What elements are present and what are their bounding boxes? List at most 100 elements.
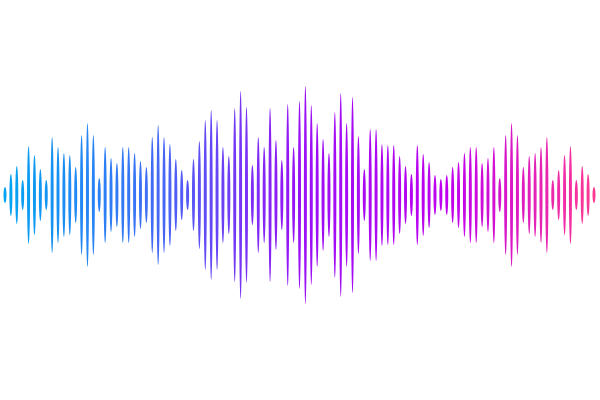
waveform-bar [233,108,237,282]
waveform-bar [239,91,243,299]
waveform-bar [409,174,413,216]
waveform-bar [62,153,66,237]
waveform-bar [186,180,190,210]
waveform-bar [109,158,113,232]
waveform-bar [250,165,254,225]
waveform-bar [50,137,54,253]
waveform-bars [3,86,596,304]
waveform-bar [480,163,484,227]
waveform-bar [21,180,25,210]
waveform-bar [492,147,496,243]
waveform-bar [527,156,531,234]
waveform-bar [321,139,325,251]
waveform-bar [309,105,313,285]
waveform-bar [327,153,331,237]
waveform-bar [174,159,178,231]
waveform-bar [539,147,543,243]
waveform-bar [457,162,461,228]
waveform-bar [74,167,78,223]
waveform-bar [115,163,119,227]
waveform-bar [227,156,231,234]
waveform-bar [551,180,555,210]
waveform-bar [221,147,225,243]
waveform-bar [421,154,425,236]
waveform-bar [156,125,160,265]
waveform-bar [474,147,478,243]
waveform-bar [191,159,195,231]
waveform-bar [9,174,13,216]
waveform-bar [292,147,296,243]
waveform-bar [445,175,449,215]
waveform-bar [15,166,19,224]
waveform-bar [510,123,514,267]
waveform-bar [298,101,301,289]
waveform-bar [262,147,266,243]
waveform-bar [339,93,343,297]
waveform-bar [368,129,372,261]
waveform-bar [68,155,72,235]
waveform-bar [280,160,284,230]
waveform-bar [533,153,537,237]
waveform-bar [121,147,125,243]
waveform-bar [362,169,366,221]
waveform-bar [374,129,378,261]
waveform-bar [209,110,213,280]
waveform-bar [44,180,48,210]
waveform-bar [80,135,84,255]
waveform-bar [404,166,408,224]
waveform-bar [468,147,472,243]
waveform-bar [162,137,166,253]
waveform-bar [439,179,443,211]
waveform-bar [557,170,561,220]
waveform-bar [580,166,584,224]
waveform-bar [256,137,260,253]
waveform-bar [127,147,131,243]
waveform-bar [274,140,278,250]
waveform-bar [586,174,590,216]
waveform-bar [380,144,384,246]
waveform-bar [91,135,95,255]
waveform-bar [180,170,184,220]
waveform-bar [315,123,319,267]
waveform-bar [574,180,578,210]
waveform-bar [197,141,201,249]
waveform-bar [3,187,7,203]
waveform-bar [56,147,60,243]
waveform-bar [433,175,437,215]
waveform-bar [27,146,31,244]
waveform-bar [85,123,89,267]
waveform-bar [515,135,519,255]
waveform-bar [486,158,490,232]
waveform-bar [144,167,148,223]
waveform-bar [462,153,466,237]
waveform-bar [150,137,154,253]
waveform-bar [521,167,525,223]
waveform-bar [568,146,572,244]
waveform-bar [545,137,549,253]
waveform-bar [504,135,508,255]
waveform-bar [398,156,402,234]
waveform-bar [203,120,207,270]
waveform-bar [97,178,101,212]
waveform-bar [351,97,355,293]
waveform-bar [345,123,349,267]
waveform-bar [451,167,455,223]
waveform-bar [303,86,307,304]
waveform-bar [427,162,431,228]
waveform-bar [32,155,36,235]
waveform-bar [103,147,107,243]
waveform-bar [38,169,42,221]
waveform-bar [592,187,596,203]
waveform-bar [268,108,272,282]
waveform-bar [356,136,360,254]
waveform-bar [286,104,290,286]
waveform-bar [244,107,248,283]
waveform-bar [168,144,172,246]
waveform-bar [563,155,567,235]
waveform-bar [133,153,137,237]
waveform-bar [386,145,390,245]
waveform-bar [392,145,396,245]
waveform-bar [215,120,219,270]
waveform-bar [138,161,142,229]
